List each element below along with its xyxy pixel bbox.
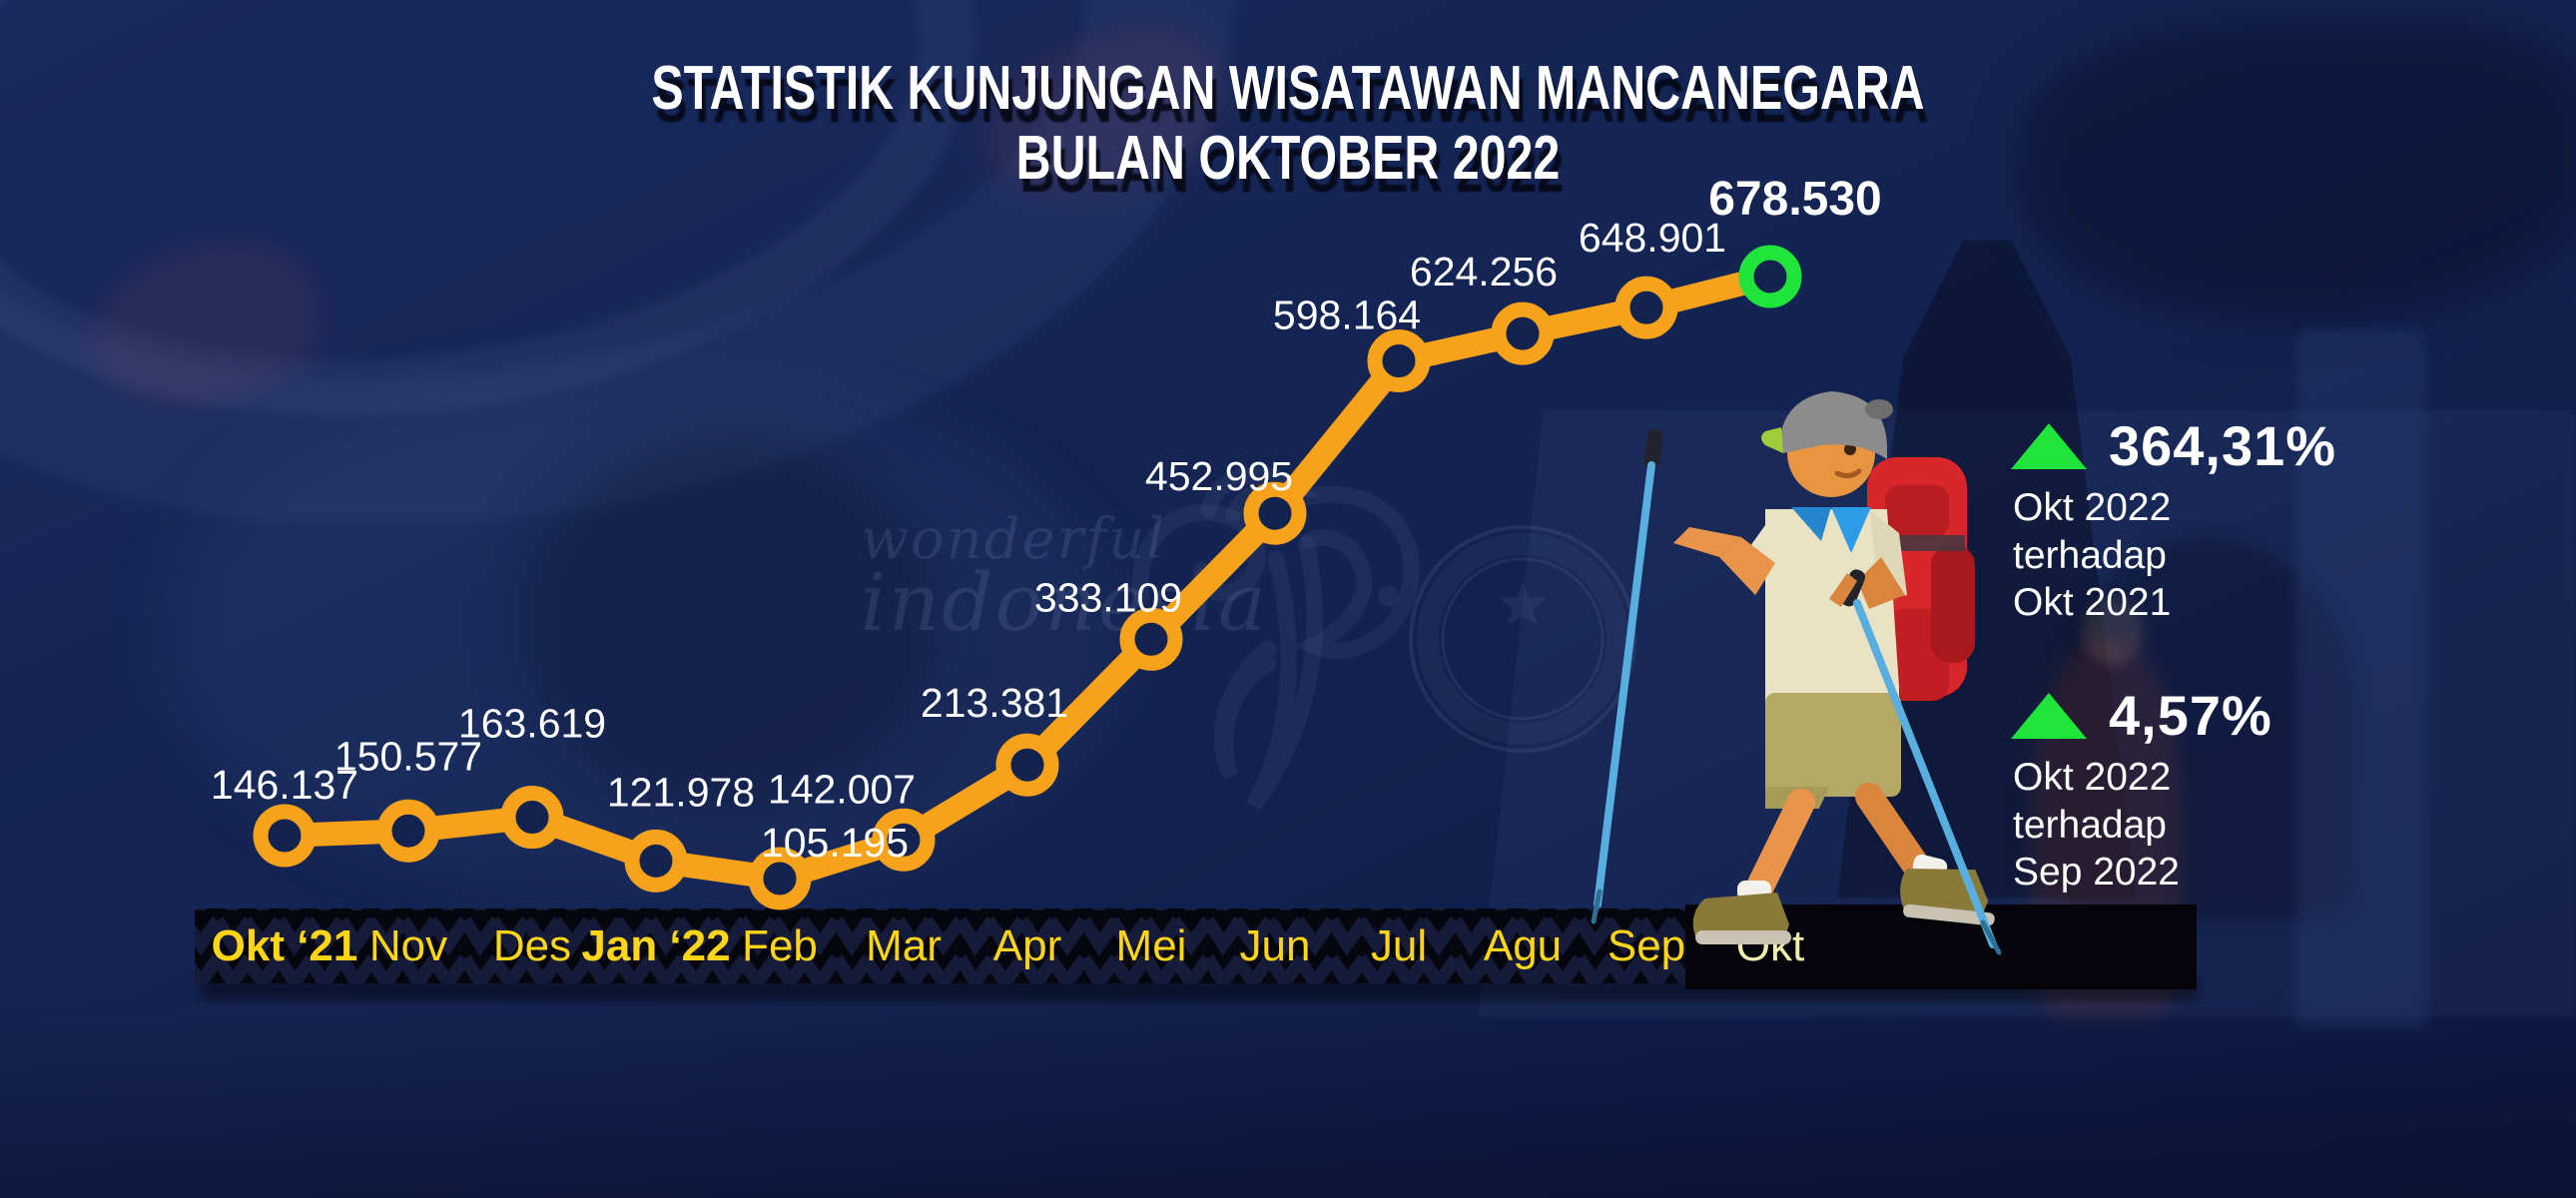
month-label: Apr [993,921,1061,970]
data-point [1367,329,1431,393]
month-label: Feb [742,921,818,970]
value-label: 121.978 [607,769,755,815]
month-label: Jun [1240,921,1311,970]
month-label: Sep [1608,921,1685,970]
yoy-growth-annotation: 364,31% Okt 2022 terhadap Okt 2021 [2009,413,2336,627]
data-point [500,786,564,850]
data-point [624,829,688,893]
value-label: 163.619 [458,701,606,747]
month-label: Jan ‘22 [581,921,730,970]
month-label: Mar [866,921,942,970]
mom-line: Okt 2022 [2013,756,2172,799]
value-label: 648.901 [1579,215,1726,261]
data-point [748,847,812,910]
title-line-1: STATISTIK KUNJUNGAN WISATAWAN MANCANEGAR… [651,54,1925,123]
month-label: Des [493,921,571,970]
data-point [872,808,936,872]
kemenparekraf-seal-watermark [1409,525,1636,753]
value-label: 150.577 [334,733,482,779]
month-label: Okt ‘21 [212,921,358,970]
yoy-line: terhadap [2013,533,2167,577]
value-label: 333.109 [1034,574,1182,620]
data-point [376,799,440,863]
value-label: 213.381 [921,680,1068,726]
title-line-2: BULAN OKTOBER 2022 [1015,124,1561,193]
month-label: Nov [369,921,447,970]
mom-line: terhadap [2013,803,2167,847]
value-label: 146.137 [211,762,358,808]
value-label: 105.195 [761,820,909,866]
data-point [1614,276,1678,339]
data-point [1491,301,1555,365]
yoy-growth-value: 364,31% [2109,414,2337,477]
mom-line: Sep 2022 [2013,851,2180,895]
month-label: Mei [1116,921,1187,970]
value-label: 678.530 [1708,173,1882,226]
data-point-latest [1738,245,1802,308]
up-triangle-icon [2011,692,2087,739]
data-point [995,733,1059,797]
value-label: 452.995 [1145,453,1293,499]
mom-growth-value: 4,57% [2109,684,2272,747]
up-triangle-icon [2011,422,2087,469]
value-label: 142.007 [768,766,916,812]
value-label: 624.256 [1410,249,1558,295]
month-label: Agu [1484,921,1562,970]
watermark-word: wonderful [861,507,1167,572]
infographic-title: STATISTIK KUNJUNGAN WISATAWAN MANCANEGAR… [0,58,2576,198]
data-point [1243,481,1307,545]
month-label: Jul [1371,921,1427,970]
hiker-illustration [1591,391,2002,955]
footer: KEMENPAREKRAF / BAPAREKRAF REPUBLIK INDO… [0,1008,2576,1198]
mom-growth-annotation: 4,57% Okt 2022 terhadap Sep 2022 [2009,683,2272,897]
trekking-pole-left-icon [1591,428,1663,924]
data-point [1119,607,1183,671]
yoy-line: Okt 2022 [2013,486,2172,529]
yoy-line: Okt 2021 [2013,581,2172,625]
data-point [253,804,317,868]
value-label: 598.164 [1273,293,1421,338]
